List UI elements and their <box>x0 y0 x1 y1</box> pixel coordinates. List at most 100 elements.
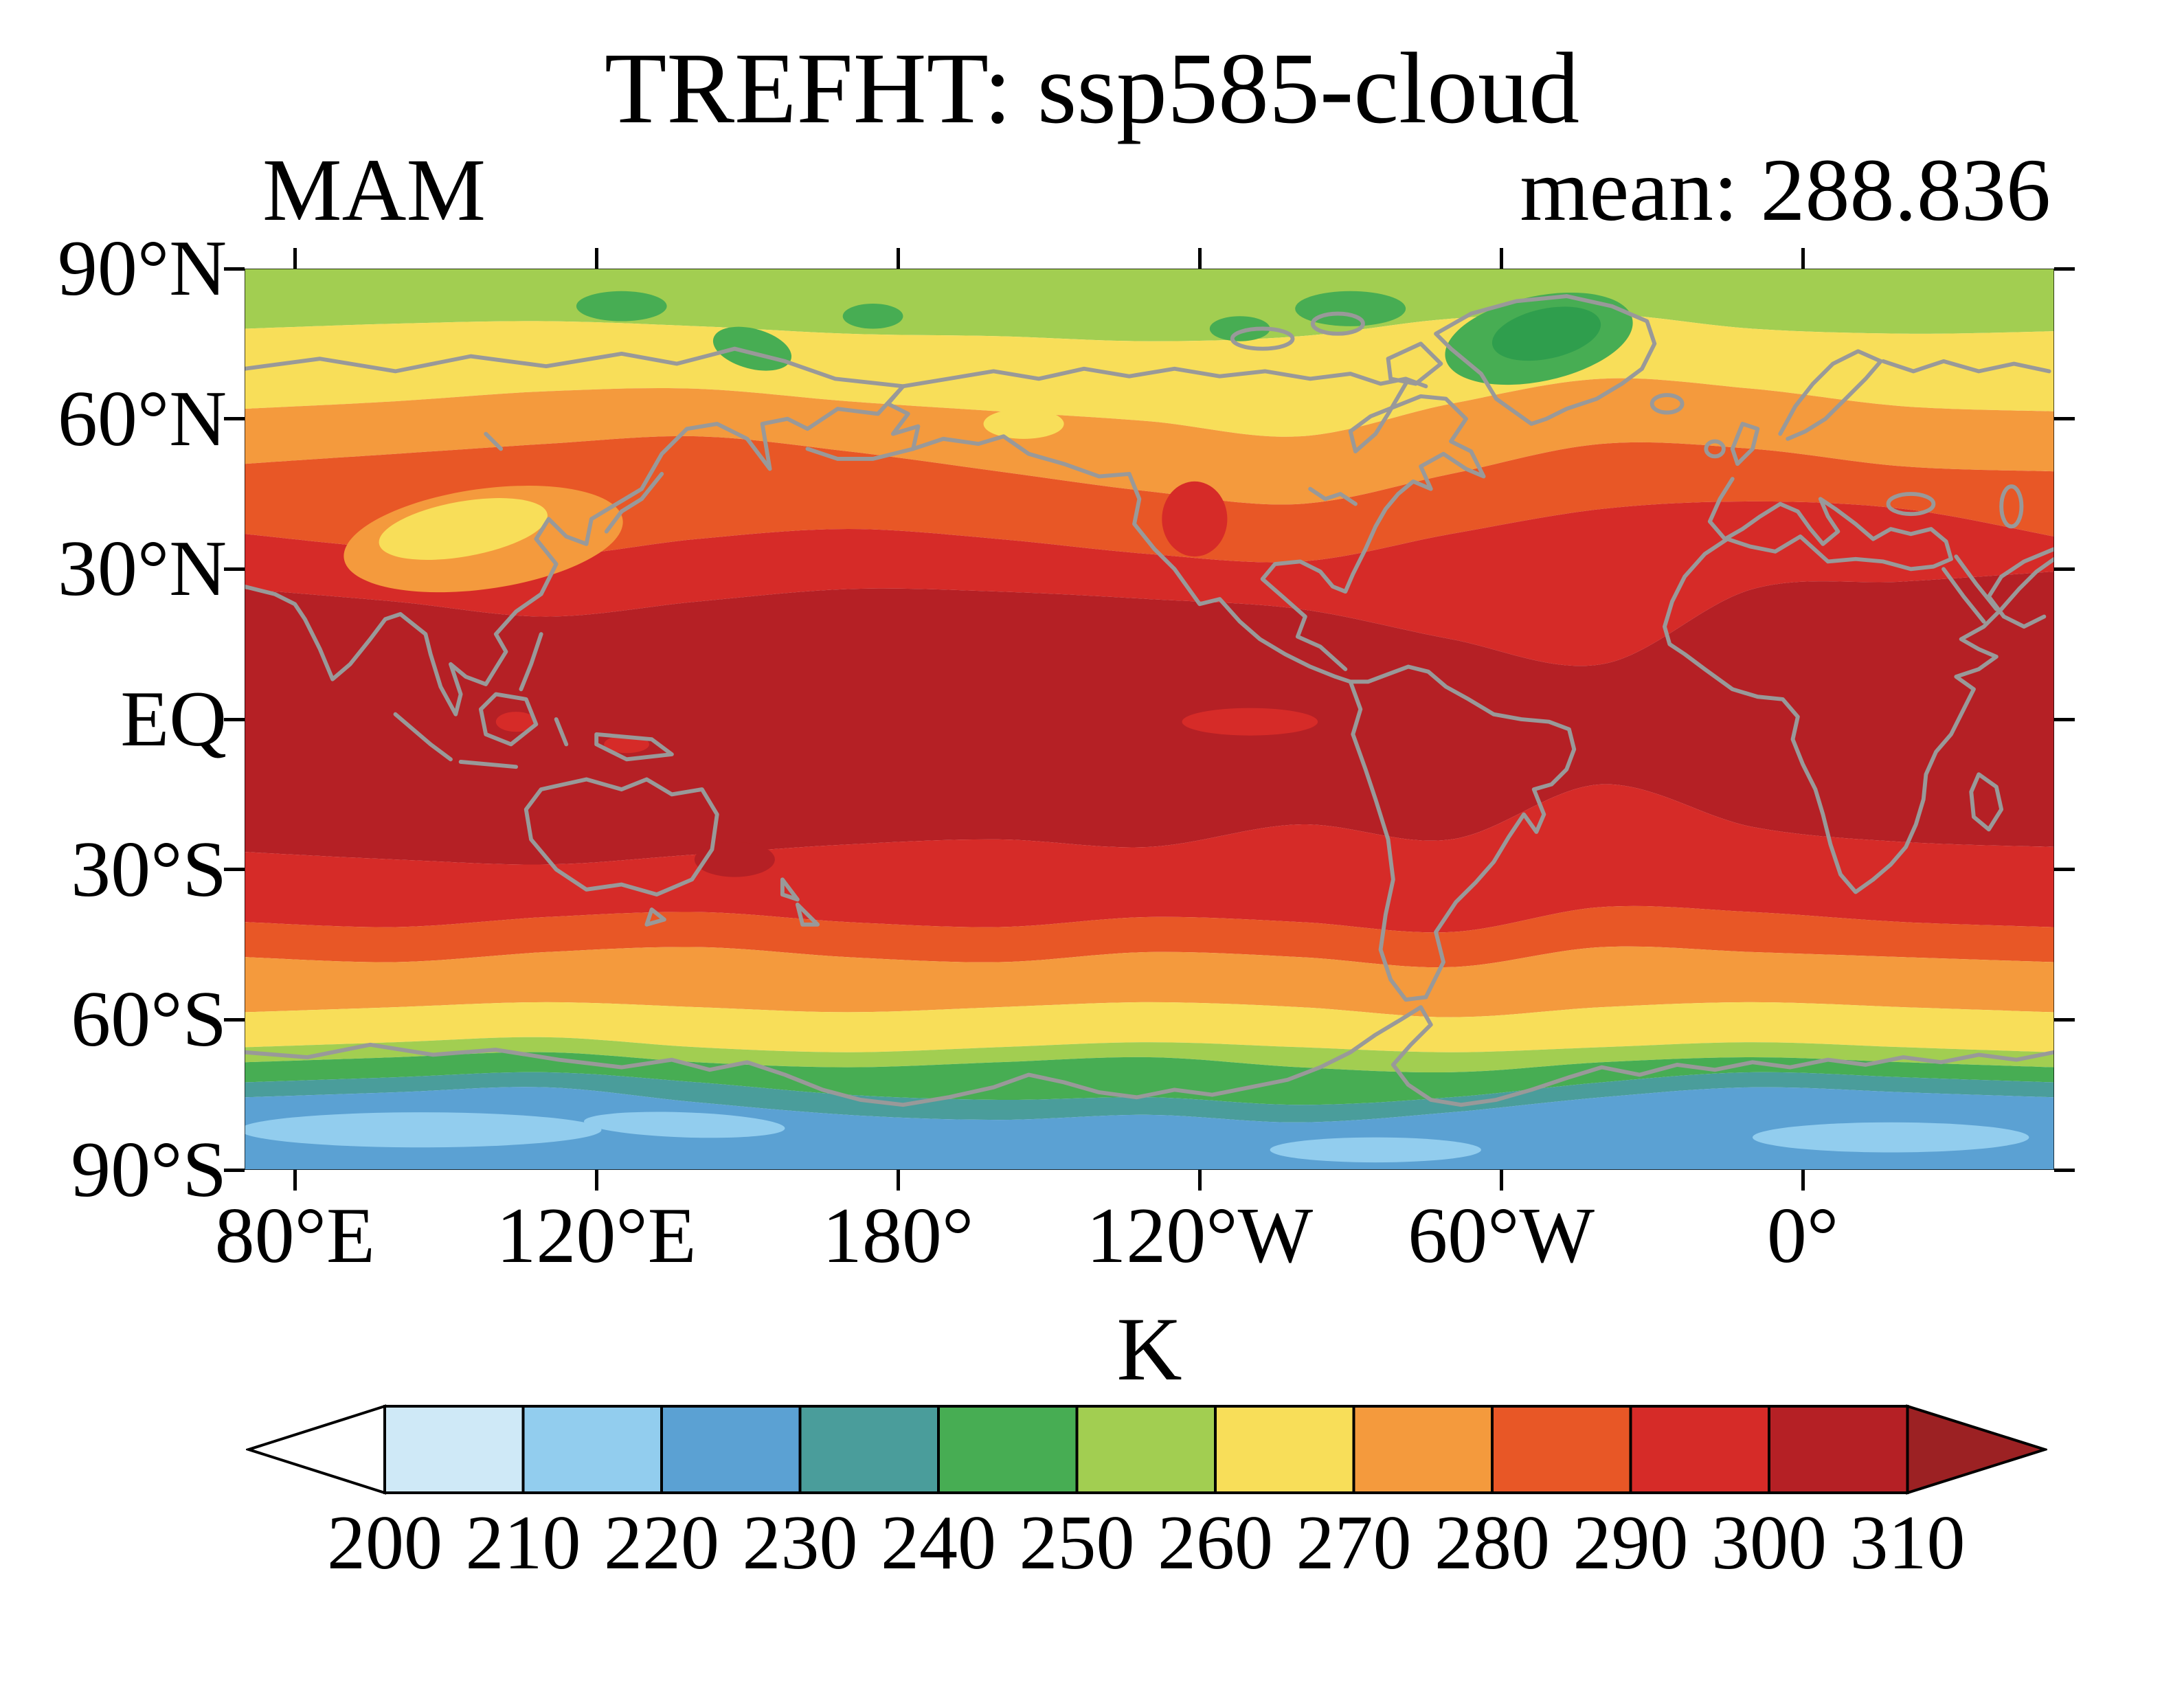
contour-band <box>245 436 2054 563</box>
contour-anomaly-antarctic-lightblue-2 <box>583 1112 785 1138</box>
coastline-ireland <box>1704 439 1726 459</box>
contour-anomaly-tibet-core <box>379 498 548 560</box>
y-tick-right <box>2054 1168 2075 1172</box>
contour-anomaly-siberia-green-2 <box>842 304 903 329</box>
y-tick-left <box>224 868 245 872</box>
x-tick-bottom <box>594 1170 598 1191</box>
coastline-south-america-west <box>1348 679 1428 1002</box>
contour-anomaly-alaska-yellow <box>983 409 1064 439</box>
coastline-tasmania <box>644 907 666 927</box>
contour-anomaly-antarctic-lightblue-1 <box>245 1112 602 1148</box>
contour-band <box>245 1037 2054 1073</box>
colorbar-segment <box>1214 1405 1355 1494</box>
x-tick-bottom <box>896 1170 900 1191</box>
coastline-black-sea <box>1886 492 1936 517</box>
colorbar-segment <box>521 1405 663 1494</box>
contour-anomaly-pacific-cold-tongue <box>1182 708 1318 736</box>
colorbar-segment <box>1768 1405 1909 1494</box>
contour-anomaly-us-west-red-tongue <box>1162 481 1228 557</box>
colorbar-segment <box>1352 1405 1494 1494</box>
colorbar-tick-label: 210 <box>465 1500 581 1586</box>
contour-band <box>245 784 2054 933</box>
contour-band <box>245 946 2054 1017</box>
y-tick-right <box>2054 417 2075 421</box>
colorbar-tick-label: 220 <box>604 1500 719 1586</box>
contour-band <box>245 905 2054 968</box>
x-tick-top <box>293 248 297 269</box>
x-tick-top <box>1499 248 1503 269</box>
y-tick-right <box>2054 717 2075 721</box>
colorbar-tick-label: 230 <box>742 1500 858 1586</box>
x-tick-label: 180° <box>822 1192 974 1280</box>
coastline-new-zealand <box>780 877 820 927</box>
coastline-java <box>458 760 519 769</box>
coastline-sulawesi <box>554 717 569 747</box>
coastline-iceland <box>1650 393 1685 415</box>
x-tick-top <box>896 248 900 269</box>
x-tick-top <box>1197 248 1202 269</box>
contour-anomaly-greenland-core <box>1491 306 1601 361</box>
colorbar-under-arrow <box>246 1404 386 1495</box>
colorbar-over-arrow <box>1906 1404 2047 1495</box>
coastline-layer <box>245 294 2054 1107</box>
contour-band <box>245 269 2054 341</box>
colorbar-tick-label: 310 <box>1849 1500 1966 1586</box>
x-tick-top <box>594 248 598 269</box>
y-tick-left <box>224 267 245 271</box>
y-tick-left <box>224 1168 245 1172</box>
contour-anomaly-antarctic-lightblue-3 <box>1270 1137 1481 1163</box>
colorbar-tick-label: 290 <box>1573 1500 1689 1586</box>
y-tick-right <box>2054 567 2075 571</box>
colorbar-tick-label: 200 <box>327 1500 442 1586</box>
colorbar-tick-label: 300 <box>1711 1500 1827 1586</box>
coastline-arctic-island-2 <box>1310 311 1365 336</box>
x-tick-bottom <box>1801 1170 1805 1191</box>
coastline-arctic-island-1 <box>1230 326 1295 351</box>
contour-band <box>245 1072 2054 1123</box>
coastline-europe-mediterranean <box>1707 477 1953 572</box>
coastline-africa-west <box>1663 537 1876 894</box>
coastline-caspian-sea <box>1999 484 2024 529</box>
coastline-philippines <box>519 632 543 692</box>
coastline-baffin <box>1386 341 1443 386</box>
y-tick-label: 60°S <box>71 975 227 1064</box>
coastline-new-guinea <box>594 732 674 762</box>
y-tick-label: 60°N <box>57 374 227 463</box>
colorbar-segment <box>383 1405 525 1494</box>
y-tick-label: 30°N <box>57 525 227 613</box>
coastline-scandinavia <box>1778 349 1883 441</box>
y-tick-label: 90°N <box>57 225 227 313</box>
colorbar-segment <box>798 1405 940 1494</box>
coastline-japan <box>604 471 664 534</box>
coastline-arctic-russia <box>245 346 905 389</box>
colorbar-segment <box>660 1405 802 1494</box>
coastline-greenland <box>1434 294 1657 426</box>
y-tick-right <box>2054 1017 2075 1022</box>
coastline-sumatra <box>393 712 453 762</box>
coastline-arctic-europe <box>1881 359 2051 374</box>
x-tick-label: 120°E <box>496 1192 697 1280</box>
colorbar-tick-label: 280 <box>1434 1500 1550 1586</box>
y-tick-right <box>2054 868 2075 872</box>
x-tick-label: 0° <box>1766 1192 1839 1280</box>
y-tick-left <box>224 417 245 421</box>
coastline-lake-baikal <box>484 431 504 451</box>
y-tick-left <box>224 1017 245 1022</box>
coastline-great-lakes <box>1308 486 1358 506</box>
contour-anomaly-borneo-warm-spot <box>495 712 537 732</box>
plot-title: TREFHT: ssp585-cloud <box>604 32 1580 145</box>
temperature-contour-map <box>245 269 2054 1170</box>
colorbar-segment <box>1491 1405 1632 1494</box>
colorbar <box>246 1404 2047 1495</box>
y-tick-label: EQ <box>120 675 227 763</box>
y-tick-label: 90°S <box>71 1126 227 1214</box>
season-label: MAM <box>262 141 486 240</box>
y-tick-left <box>224 567 245 571</box>
map-plot-area <box>245 269 2054 1170</box>
colorbar-unit-label: K <box>1116 1298 1182 1399</box>
coastline-caribbean-gulf-us-east <box>1260 381 1486 672</box>
colorbar-segment <box>1629 1405 1770 1494</box>
contour-anomaly-australia-warm-spot <box>694 842 775 877</box>
coastline-arabia-south <box>1986 547 2054 629</box>
